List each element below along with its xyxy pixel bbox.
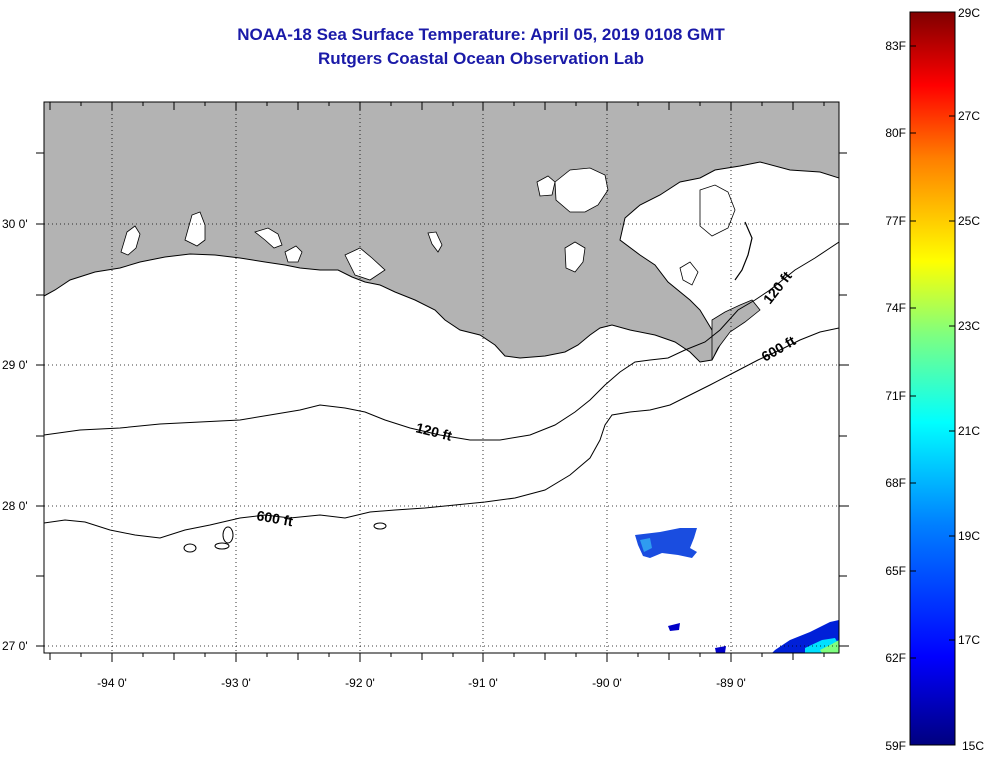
graticule [44,102,839,653]
delta-coast [711,299,761,361]
colorbar-scale [909,11,956,746]
lon-label: -93 0' [221,676,251,690]
colorbar-c-label: 17C [958,633,980,647]
colorbar-f-label: 68F [885,476,906,490]
lon-label: -90 0' [592,676,622,690]
colorbar-c-label: 29C [958,6,980,20]
colorbar-c-label: 23C [958,319,980,333]
contour-label-600ft-west: 600 ft [255,507,294,529]
lon-label: -91 0' [468,676,498,690]
colorbar-c-label: 27C [958,109,980,123]
bathymetry-contours [44,241,839,553]
lat-label: 29 0' [2,358,28,372]
land-mass [44,102,839,363]
colorbar-f-label: 59F [885,739,906,753]
colorbar-f-label: 65F [885,564,906,578]
longitude-labels: -94 0' -93 0' -92 0' -91 0' -90 0' -89 0… [97,676,746,690]
lon-label: -94 0' [97,676,127,690]
lon-label: -92 0' [345,676,375,690]
colorbar-f-label: 80F [885,126,906,140]
map-title: NOAA-18 Sea Surface Temperature: April 0… [237,25,725,44]
lon-label: -89 0' [716,676,746,690]
chandeleur-islands [734,221,753,281]
colorbar-f-label: 71F [885,389,906,403]
lat-label: 28 0' [2,499,28,513]
sst-data-patches [635,528,839,653]
sst-patch-central [635,528,697,558]
colorbar-c-label: 21C [958,424,980,438]
lat-label: 30 0' [2,217,28,231]
colorbar-f-label: 83F [885,39,906,53]
axis-ticks [36,102,849,662]
colorbar-c-label: 25C [958,214,980,228]
map-subtitle: Rutgers Coastal Ocean Observation Lab [318,49,644,68]
colorbar-f-label: 77F [885,214,906,228]
colorbar-f-label: 62F [885,651,906,665]
lat-label: 27 0' [2,639,28,653]
colorbar-c-label: 19C [958,529,980,543]
colorbar: 83F 80F 77F 74F 71F 68F 65F 62F 59F 29C … [885,6,984,753]
colorbar-c-label: 15C [962,739,984,753]
latitude-labels: 30 0' 29 0' 28 0' 27 0' [2,217,28,653]
inland-lakes [120,167,736,286]
colorbar-f-label: 74F [885,301,906,315]
